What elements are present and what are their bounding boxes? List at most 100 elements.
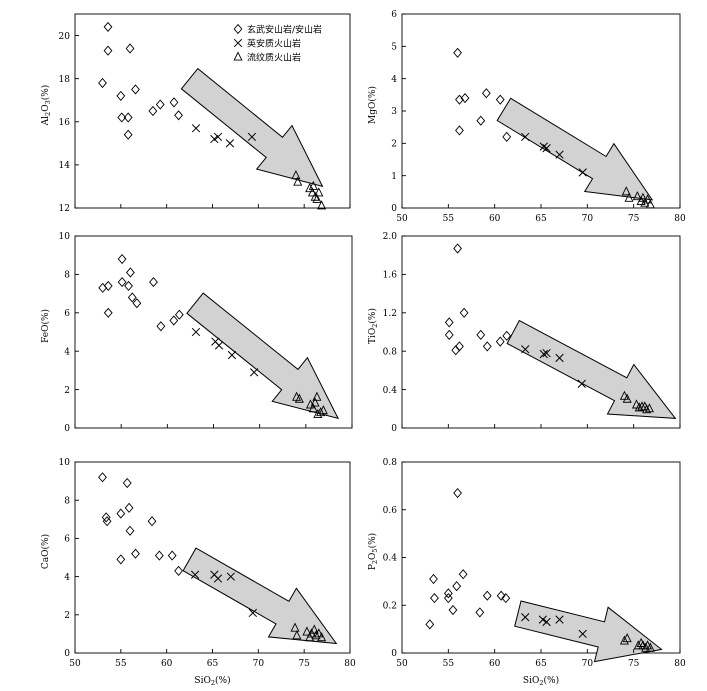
basalt-andesite-point	[116, 90, 126, 101]
dacite-point	[210, 134, 219, 144]
basalt-andesite-point	[156, 321, 166, 332]
y-tick-label: 2	[64, 386, 70, 396]
x-tick-label: 65	[535, 214, 547, 224]
series-triangle	[619, 633, 655, 652]
y-tick-label: 12	[59, 204, 70, 214]
basalt-andesite-point	[169, 97, 179, 108]
y-tick-label: 5	[391, 43, 397, 53]
chart-panel-2: 50 55 60 65 70 75 80 0 1 2 3 4 5 6 MgO(%)	[367, 10, 686, 224]
dacite-point	[247, 132, 257, 142]
dacite-point	[227, 350, 237, 360]
y-tick-label: 0.8	[383, 347, 398, 357]
basalt-andesite-point	[98, 472, 107, 483]
basalt-andesite-point	[476, 115, 486, 126]
rhyolite-point	[622, 633, 632, 643]
rhyolite-point	[290, 622, 300, 632]
dacite-point	[542, 348, 551, 358]
y-tick-label: 4	[64, 347, 70, 357]
series-diamond	[98, 253, 184, 332]
basalt-andesite-point	[458, 569, 468, 580]
basalt-andesite-point	[174, 110, 183, 121]
basalt-andesite-point	[502, 131, 512, 142]
basalt-andesite-point	[430, 592, 439, 604]
basalt-andesite-point	[126, 267, 135, 278]
x-tick-label: 70	[253, 659, 265, 669]
series-diamond	[425, 487, 511, 630]
rhyolite-point	[624, 192, 634, 202]
rhyolite-point	[293, 176, 303, 186]
y-tick-label: 3	[391, 107, 397, 117]
series-x	[521, 132, 587, 177]
basalt-andesite-point	[154, 550, 164, 561]
dacite-point	[225, 139, 235, 148]
dacite-point	[538, 615, 548, 624]
rhyolite-point	[316, 407, 326, 417]
x-tick-label: 60	[489, 659, 501, 669]
y-tick-label: 0	[64, 424, 70, 434]
x-tick-label: 55	[115, 659, 127, 669]
dacite-point	[214, 341, 224, 350]
rhyolite-point	[292, 630, 302, 640]
y-tick-label: 4	[64, 573, 70, 583]
y-tick-label: 20	[59, 32, 71, 42]
rhyolite-point	[619, 635, 629, 645]
x-tick-label: 60	[489, 214, 501, 224]
x-tick-label: 65	[207, 659, 219, 669]
series-diamond	[98, 21, 183, 140]
rhyolite-point	[314, 628, 324, 638]
series-diamond	[453, 47, 512, 142]
rhyolite-point	[318, 405, 328, 415]
basalt-andesite-point	[98, 77, 107, 89]
dacite-point	[213, 574, 223, 583]
legend-label: 流纹质火山岩	[247, 52, 301, 64]
basalt-andesite-point	[131, 548, 140, 559]
series-x	[191, 124, 257, 148]
x-tick-label: 80	[674, 214, 686, 224]
x-tick-label: 55	[443, 214, 455, 224]
basalt-andesite-point	[103, 280, 113, 292]
rhyolite-point	[311, 630, 321, 640]
x-tick-label: 50	[69, 659, 81, 669]
basalt-andesite-point	[116, 554, 126, 565]
basalt-andesite-point	[455, 94, 464, 105]
y-tick-label: 1	[391, 172, 397, 182]
rhyolite-point	[643, 194, 653, 204]
dacite-point	[226, 572, 235, 581]
dacite-point	[213, 132, 223, 142]
basalt-andesite-point	[495, 336, 505, 347]
x-tick-label: 70	[582, 214, 594, 224]
dacite-point	[191, 327, 201, 337]
x-axis-label: SiO2(%)	[194, 675, 230, 687]
basalt-andesite-point	[125, 525, 135, 536]
y-tick-label: 0.6	[383, 506, 398, 516]
dacite-point	[578, 168, 587, 177]
rhyolite-point	[294, 393, 304, 403]
dacite-point	[521, 132, 530, 142]
series-triangle	[291, 170, 327, 210]
basalt-andesite-point	[167, 550, 177, 561]
y-axis-label: P2O5(%)	[367, 533, 379, 570]
legend-basalt-andesite-point	[233, 23, 243, 35]
y-tick-label: 2.0	[383, 232, 398, 242]
basalt-andesite-point	[448, 604, 458, 616]
dacite-point	[190, 570, 200, 579]
basalt-andesite-point	[443, 588, 453, 599]
basalt-andesite-point	[169, 315, 179, 326]
basalt-andesite-point	[425, 619, 435, 630]
dacite-point	[539, 349, 548, 359]
y-tick-label: 14	[59, 161, 71, 171]
dacite-point	[578, 629, 587, 639]
rhyolite-point	[312, 391, 322, 401]
x-tick-label: 50	[396, 214, 408, 224]
basalt-andesite-point	[481, 88, 491, 99]
legend-dacite-point	[233, 38, 243, 48]
basalt-andesite-point	[103, 307, 113, 318]
series-diamond	[444, 243, 512, 356]
dacite-point	[555, 615, 564, 624]
y-axis-label: FeO(%)	[40, 309, 51, 343]
basalt-andesite-point	[501, 592, 511, 604]
rhyolite-point	[314, 187, 324, 197]
dacite-point	[555, 353, 564, 363]
rhyolite-point	[640, 197, 650, 207]
